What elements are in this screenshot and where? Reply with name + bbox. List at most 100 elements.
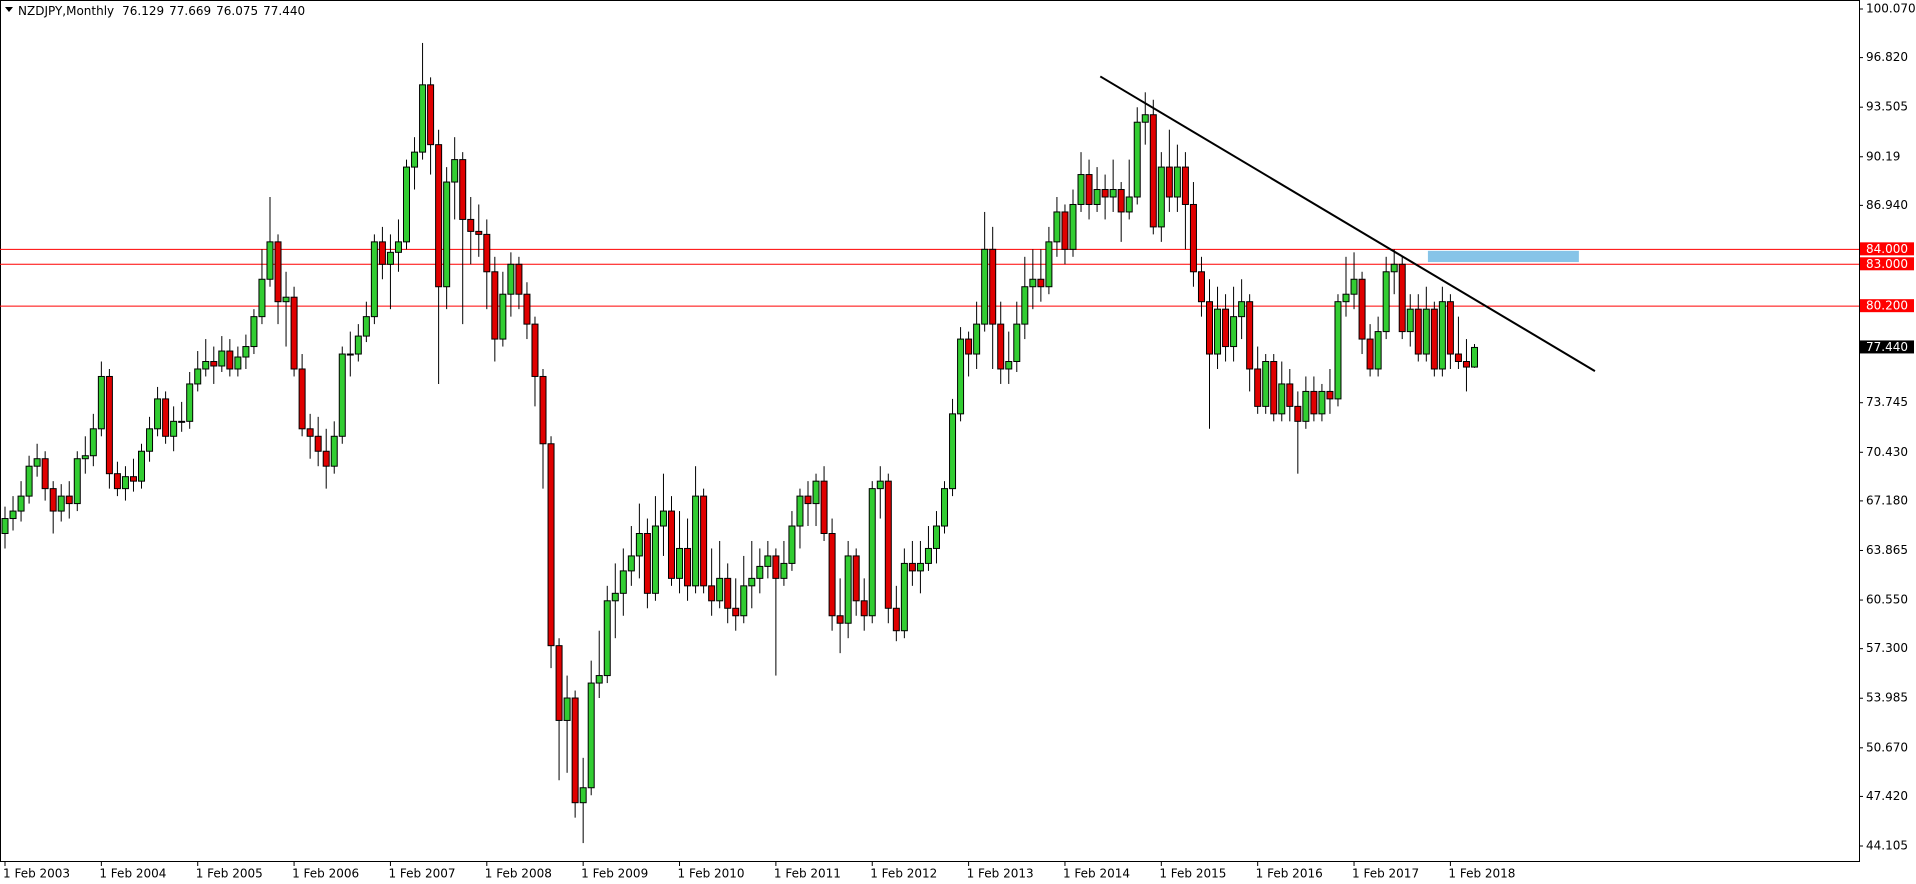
candle-body xyxy=(587,682,595,789)
candle-body xyxy=(965,338,973,355)
candle-body xyxy=(298,368,306,430)
level-label: 83.000 xyxy=(1866,257,1908,271)
candle-body xyxy=(1446,301,1454,355)
candle-body xyxy=(627,555,635,572)
candle-body xyxy=(226,350,234,370)
candle-body xyxy=(154,398,162,430)
candle-body xyxy=(362,316,370,337)
candle-body xyxy=(1238,301,1246,318)
candle-body xyxy=(1310,390,1318,415)
level-tag xyxy=(1860,242,1914,256)
candle-body xyxy=(1270,361,1278,415)
candle-body xyxy=(258,278,266,318)
candle-body xyxy=(266,241,274,280)
candle-body xyxy=(804,495,812,505)
candle-body xyxy=(306,428,314,437)
candle-body xyxy=(451,159,459,183)
candle-body xyxy=(900,562,908,632)
candle-body xyxy=(700,495,708,587)
candle-body xyxy=(724,577,732,609)
candle-body xyxy=(81,455,89,460)
candle-body xyxy=(162,398,170,437)
candle-body xyxy=(1117,189,1125,213)
candle-body xyxy=(89,428,97,457)
y-tick-label: 96.820 xyxy=(1866,50,1908,64)
x-tick-label: 1 Feb 2013 xyxy=(967,867,1034,881)
candle-body xyxy=(146,428,154,452)
close-label: 77.440 xyxy=(263,4,305,18)
x-tick-label: 1 Feb 2012 xyxy=(870,867,937,881)
candle-body xyxy=(1125,196,1133,213)
candle-body xyxy=(113,473,121,490)
y-tick-label: 67.180 xyxy=(1866,493,1908,507)
candle-body xyxy=(346,353,354,356)
candle-body xyxy=(916,562,924,572)
candle-body xyxy=(684,547,692,587)
candle-body xyxy=(732,607,740,617)
candle-body xyxy=(989,248,997,325)
x-tick-label: 1 Feb 2016 xyxy=(1256,867,1323,881)
candle-body xyxy=(1230,316,1238,348)
candle-body xyxy=(105,375,113,475)
candle-body xyxy=(491,271,499,340)
candle-body xyxy=(515,263,523,295)
candle-body xyxy=(1069,203,1077,250)
candle-body xyxy=(250,316,258,348)
candle-body xyxy=(17,495,25,512)
candle-body xyxy=(1133,121,1141,198)
candle-body xyxy=(812,480,820,505)
candle-body xyxy=(659,510,667,527)
candle-body xyxy=(579,787,587,804)
low-label: 76.075 xyxy=(216,4,258,18)
candle-body xyxy=(1366,338,1374,370)
y-tick-label: 50.670 xyxy=(1866,740,1908,754)
candle-body xyxy=(1246,301,1254,370)
x-tick-label: 1 Feb 2007 xyxy=(388,867,455,881)
candle-body xyxy=(507,263,515,295)
candle-body xyxy=(475,230,483,235)
candle-body xyxy=(1077,174,1085,205)
candle-body xyxy=(716,577,724,602)
candle-body xyxy=(1430,308,1438,370)
candle-body xyxy=(531,323,539,377)
candle-body xyxy=(1334,301,1342,400)
x-tick-label: 1 Feb 2008 xyxy=(485,867,552,881)
candle-body xyxy=(860,600,868,617)
candle-body xyxy=(1045,241,1053,288)
candle-body xyxy=(443,181,451,288)
candle-body xyxy=(756,565,764,579)
y-tick-label: 73.745 xyxy=(1866,395,1908,409)
candle-body xyxy=(908,562,916,572)
candle-body xyxy=(1406,308,1414,333)
candle-body xyxy=(876,480,884,490)
candle-body xyxy=(499,293,507,340)
candle-body xyxy=(194,368,202,385)
candle-body xyxy=(1189,203,1197,273)
candle-body xyxy=(57,495,65,512)
candle-body xyxy=(941,488,949,527)
level-label: 80.200 xyxy=(1866,299,1908,313)
candle-body xyxy=(1206,301,1213,355)
x-tick-label: 1 Feb 2017 xyxy=(1352,867,1419,881)
candle-body xyxy=(828,532,836,617)
candle-body xyxy=(523,293,531,325)
candle-body xyxy=(419,84,427,153)
candle-body xyxy=(692,495,700,587)
candle-body xyxy=(1422,308,1430,355)
candle-body xyxy=(1318,390,1326,415)
candle-body xyxy=(981,248,989,325)
chart-header: NZDJPY,Monthly 76.129 77.669 76.075 77.440 xyxy=(18,4,305,18)
candle-body xyxy=(1021,286,1029,325)
candle-body xyxy=(764,555,772,567)
candle-body xyxy=(1390,263,1398,273)
candle-body xyxy=(9,510,17,520)
candle-body xyxy=(740,585,748,617)
candle-body xyxy=(282,296,290,303)
candle-body xyxy=(121,476,129,490)
candle-body xyxy=(563,697,571,721)
candle-body xyxy=(25,465,33,497)
candle-body xyxy=(427,84,435,146)
x-tick-label: 1 Feb 2011 xyxy=(774,867,841,881)
